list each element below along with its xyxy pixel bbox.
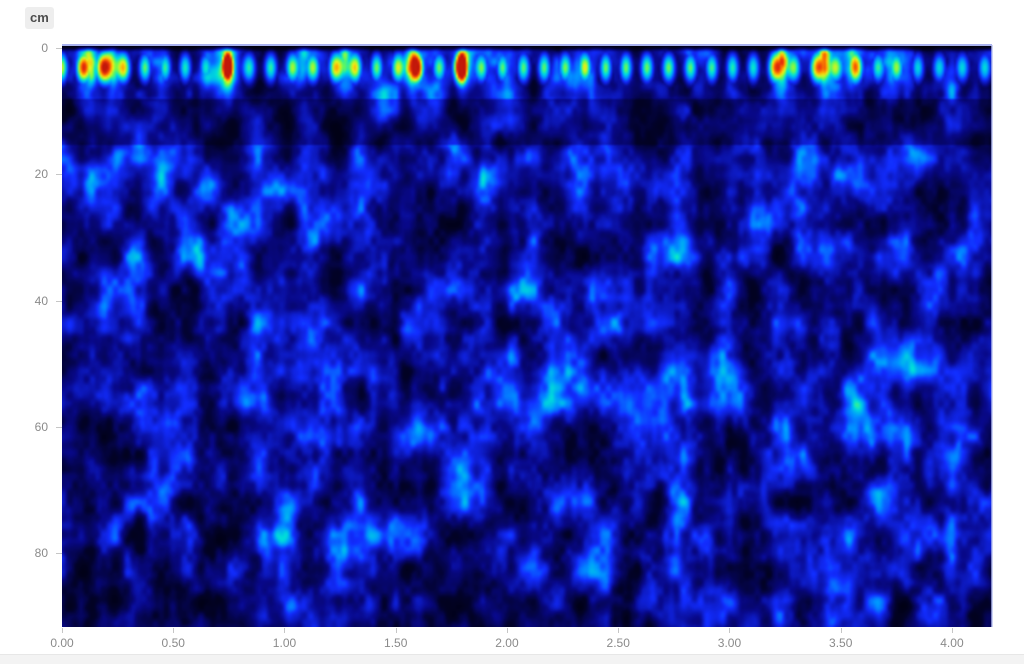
y-axis-unit-badge: cm [25,7,54,29]
x-tick-label: 0.50 [161,636,185,650]
x-tick-mark [284,628,286,633]
plot-right-edge [991,45,993,627]
x-tick-mark [951,628,953,633]
x-tick-label: 3.50 [829,636,853,650]
x-tick-label: 0.00 [50,636,74,650]
y-tick-mark [56,174,62,176]
x-tick-mark [173,628,175,633]
y-tick-label: 20 [34,167,48,182]
bottom-bar [0,654,1024,664]
y-tick-mark [56,48,62,49]
plot-top-edge [62,44,992,46]
y-tick-mark [56,426,62,428]
x-tick-mark [618,628,620,633]
x-tick-mark [840,628,842,633]
y-tick-mark [56,553,62,554]
y-tick-label: 0 [41,41,48,55]
x-tick-label: 4.00 [940,636,964,650]
x-tick-label: 1.50 [384,636,408,650]
y-tick-label: 80 [34,546,48,560]
y-tick-label: 40 [34,293,48,308]
x-tick-label: 3.00 [717,636,742,650]
y-tick-label: 60 [34,419,48,434]
heatmap-canvas [62,45,992,627]
x-tick-label: 2.50 [606,636,630,650]
x-tick-mark [62,628,63,633]
y-tick-mark [56,300,62,302]
x-tick-mark [729,628,731,633]
x-tick-label: 1.00 [272,636,297,650]
x-tick-label: 2.00 [495,636,519,650]
x-tick-mark [506,628,508,633]
x-tick-mark [395,628,397,633]
